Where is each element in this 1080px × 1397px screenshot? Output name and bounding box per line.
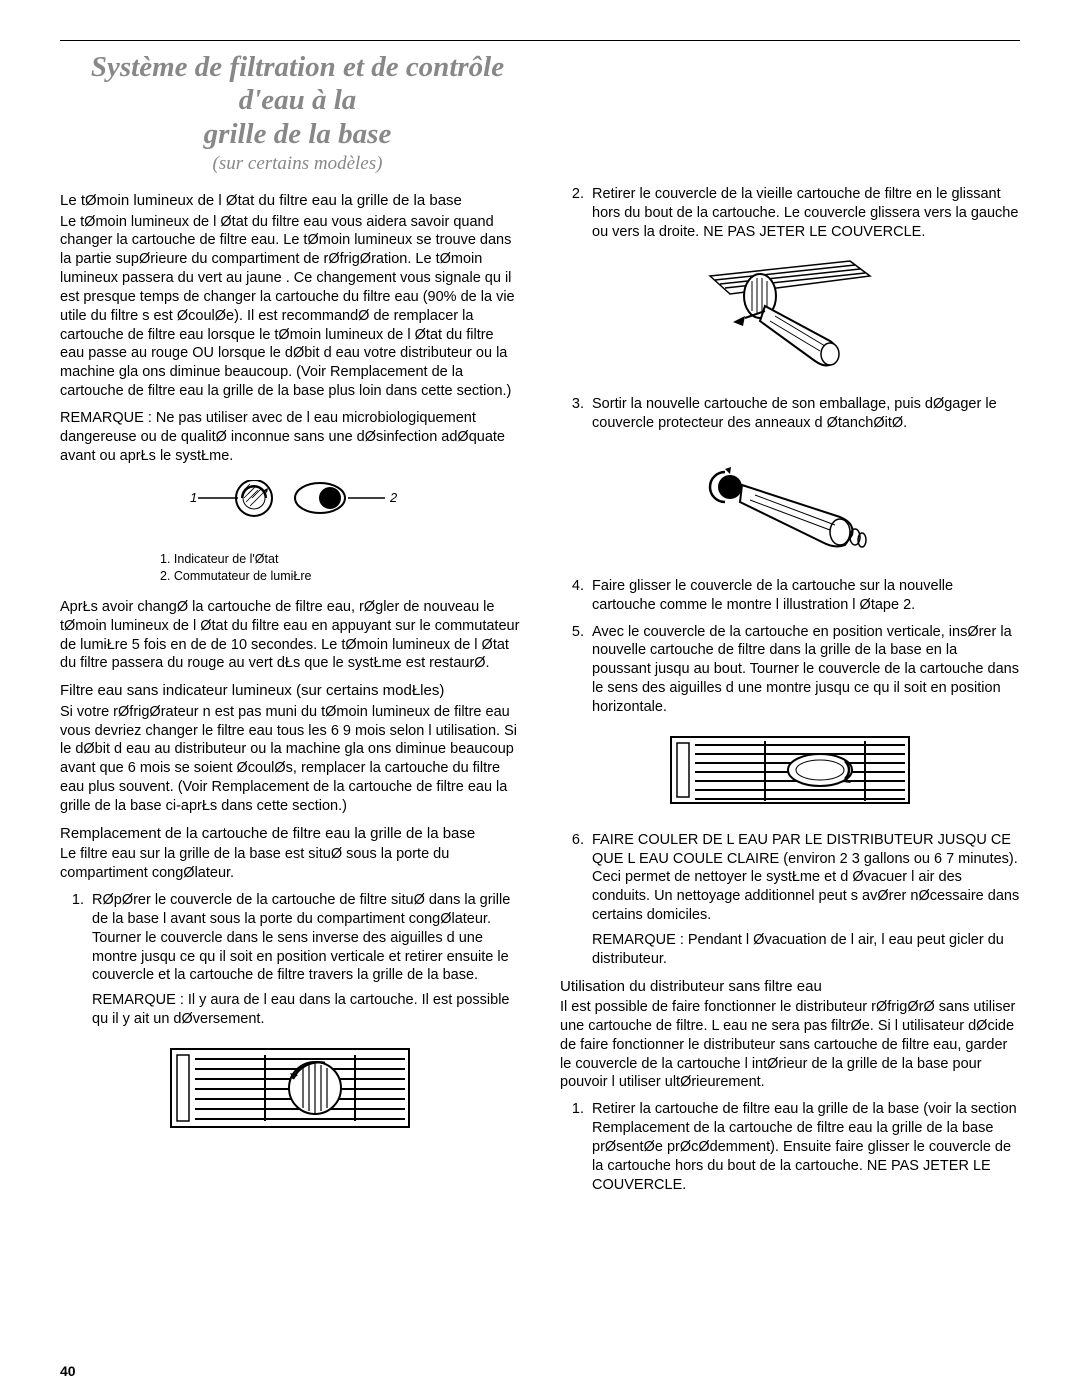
ordered-list: Retirer la cartouche de filtre eau la gr…	[560, 1100, 1020, 1194]
fig-label-1: 1	[190, 490, 197, 505]
list-item: Sortir la nouvelle cartouche de son emba…	[588, 395, 1020, 433]
page-title: Système de filtration et de contrôle d'e…	[60, 51, 535, 151]
paragraph: Le filtre eau sur la grille de la base e…	[60, 845, 520, 883]
list-item: FAIRE COULER DE L EAU PAR LE DISTRIBUTEU…	[588, 831, 1020, 969]
ordered-list: FAIRE COULER DE L EAU PAR LE DISTRIBUTEU…	[560, 831, 1020, 969]
paragraph: REMARQUE : Ne pas utiliser avec de l eau…	[60, 409, 520, 466]
figure-grille-1	[60, 1043, 520, 1139]
paragraph: AprŁs avoir changØ la cartouche de filtr…	[60, 598, 520, 673]
paragraph: Il est possible de faire fonctionner le …	[560, 998, 1020, 1092]
list-item: Avec le couvercle de la cartouche en pos…	[588, 623, 1020, 717]
top-divider	[60, 40, 1020, 41]
section-head-2: Filtre eau sans indicateur lumineux (sur…	[60, 681, 520, 701]
ordered-list: RØpØrer le couvercle de la cartouche de …	[60, 891, 520, 1029]
figure-caption: 1. Indicateur de l'Øtat 2. Commutateur d…	[160, 551, 520, 584]
figure-grille-2	[560, 731, 1020, 817]
paragraph: Si votre rØfrigØrateur n est pas muni du…	[60, 703, 520, 816]
figure-cartridge-1	[560, 256, 1020, 382]
content-columns: Le tØmoin lumineux de l Øtat du filtre e…	[60, 185, 1020, 1203]
paragraph: Le tØmoin lumineux de l Øtat du filtre e…	[60, 213, 520, 401]
figure-cartridge-2	[560, 447, 1020, 563]
list-item: RØpØrer le couvercle de la cartouche de …	[88, 891, 520, 1029]
section-head-3: Remplacement de la cartouche de filtre e…	[60, 824, 520, 844]
ordered-list: Retirer le couvercle de la vieille carto…	[560, 185, 1020, 242]
left-column: Le tØmoin lumineux de l Øtat du filtre e…	[60, 185, 525, 1203]
section-head-4: Utilisation du distributeur sans filtre …	[560, 977, 1020, 997]
section-head-1: Le tØmoin lumineux de l Øtat du filtre e…	[60, 191, 520, 211]
list-item: Retirer le couvercle de la vieille carto…	[588, 185, 1020, 242]
ordered-list: Sortir la nouvelle cartouche de son emba…	[560, 395, 1020, 433]
fig-label-2: 2	[389, 490, 398, 505]
page-subtitle: (sur certains modèles)	[60, 153, 535, 175]
ordered-list: Faire glisser le couvercle de la cartouc…	[560, 577, 1020, 717]
page-number: 40	[60, 1363, 76, 1379]
list-item: Retirer la cartouche de filtre eau la gr…	[588, 1100, 1020, 1194]
right-column: Retirer le couvercle de la vieille carto…	[555, 185, 1020, 1203]
figure-indicator: 1 2 1. Indicateur de l'Øtat	[60, 480, 520, 584]
list-item: Faire glisser le couvercle de la cartouc…	[588, 577, 1020, 615]
